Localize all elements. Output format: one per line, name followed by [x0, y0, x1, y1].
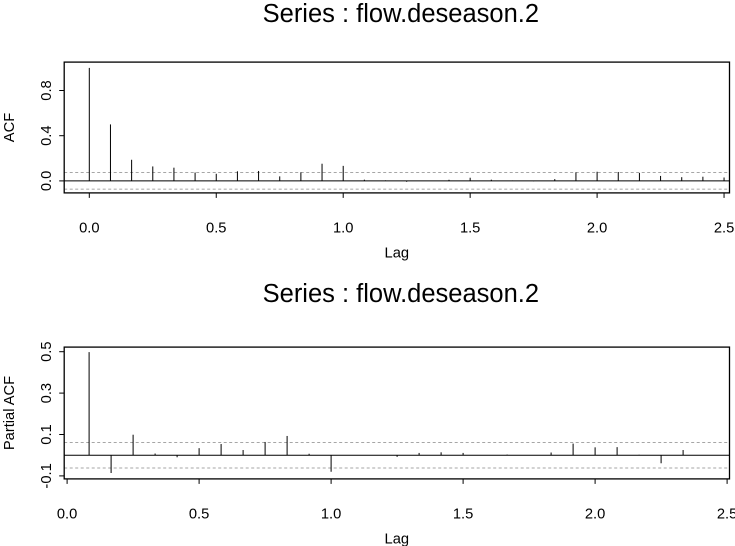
svg-text:0.5: 0.5: [39, 341, 55, 361]
svg-text:0.4: 0.4: [39, 125, 55, 145]
svg-text:1.0: 1.0: [321, 506, 341, 522]
svg-text:Series : flow.deseason.2: Series : flow.deseason.2: [263, 0, 539, 28]
svg-text:1.0: 1.0: [333, 220, 353, 236]
svg-text:Lag: Lag: [385, 245, 410, 261]
svg-text:-0.1: -0.1: [39, 463, 55, 488]
svg-text:0.8: 0.8: [39, 80, 55, 100]
svg-text:1.5: 1.5: [453, 506, 473, 522]
svg-text:0.0: 0.0: [57, 506, 77, 522]
svg-text:Series : flow.deseason.2: Series : flow.deseason.2: [263, 280, 539, 308]
svg-text:0.5: 0.5: [189, 506, 209, 522]
svg-text:0.0: 0.0: [79, 220, 99, 236]
svg-text:Partial ACF: Partial ACF: [2, 376, 18, 450]
svg-text:0.5: 0.5: [206, 220, 226, 236]
svg-text:ACF: ACF: [2, 113, 18, 142]
svg-text:Lag: Lag: [385, 531, 410, 546]
svg-text:0.0: 0.0: [39, 171, 55, 191]
svg-text:2.0: 2.0: [587, 220, 607, 236]
svg-text:2.0: 2.0: [585, 506, 605, 522]
svg-text:1.5: 1.5: [460, 220, 480, 236]
svg-text:2.5: 2.5: [714, 220, 734, 236]
svg-text:0.3: 0.3: [39, 383, 55, 403]
svg-text:2.5: 2.5: [717, 506, 735, 522]
svg-text:0.1: 0.1: [39, 424, 55, 444]
